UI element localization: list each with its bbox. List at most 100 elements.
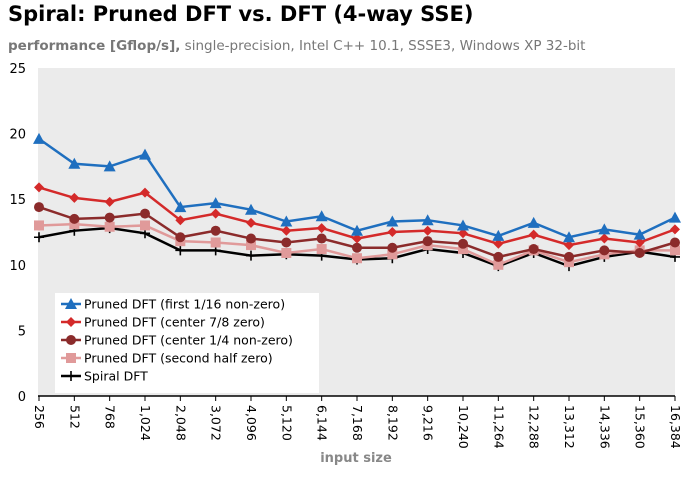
legend-marker <box>66 335 76 345</box>
data-point <box>140 187 150 198</box>
data-point <box>634 237 645 248</box>
data-point <box>104 221 115 232</box>
x-tick-label: 14,336 <box>597 405 612 449</box>
data-point <box>69 192 80 203</box>
data-point <box>34 182 44 193</box>
data-point <box>33 132 45 144</box>
data-point <box>599 233 610 244</box>
data-point <box>564 257 574 268</box>
data-point <box>351 224 363 236</box>
data-point <box>633 228 646 240</box>
data-point <box>387 242 398 253</box>
x-tick-label: 1,024 <box>138 405 153 441</box>
legend-label: Spiral DFT <box>84 369 148 384</box>
data-point <box>246 240 256 251</box>
data-point <box>246 217 256 228</box>
x-tick-label: 512 <box>67 405 82 429</box>
x-tick-label: 6,144 <box>315 405 330 441</box>
data-point <box>316 244 327 255</box>
data-point <box>352 253 362 264</box>
data-point <box>209 197 222 209</box>
legend-marker <box>65 298 77 309</box>
x-axis: 256 512 768 1,024 2,048 3,072 4,096 5,120 6,144 7… <box>32 396 683 449</box>
data-point <box>670 237 680 248</box>
y-tick-label: 15 <box>9 193 26 208</box>
data-point <box>564 240 574 251</box>
legend-label: Pruned DFT (center 7/8 zero) <box>84 315 265 330</box>
data-point <box>210 237 221 248</box>
subtitle-metric: performance [Gflop/s], <box>8 38 181 54</box>
data-point <box>104 196 115 207</box>
series-group <box>34 219 680 270</box>
x-tick-label: 10,240 <box>456 405 471 449</box>
x-tick-label: 3,072 <box>209 405 224 441</box>
data-point <box>458 238 468 249</box>
legend-label: Pruned DFT (center 1/4 non-zero) <box>84 333 293 348</box>
data-point <box>563 231 575 243</box>
y-tick-label: 0 <box>18 390 26 405</box>
data-point <box>316 233 327 244</box>
x-tick-label: 7,168 <box>350 405 365 441</box>
x-axis-label: input size <box>320 451 392 466</box>
legend-marker <box>66 317 76 327</box>
data-point <box>315 210 328 222</box>
x-tick-label: 2,048 <box>173 405 188 441</box>
data-point <box>175 232 186 243</box>
data-point <box>669 211 681 223</box>
data-point <box>246 250 256 261</box>
data-point <box>174 201 187 213</box>
data-point <box>246 233 256 244</box>
chart-subtitle: performance [Gflop/s], single-precision,… <box>8 38 585 54</box>
data-point <box>281 247 292 258</box>
data-point <box>493 238 504 249</box>
data-point <box>316 223 327 234</box>
data-point <box>386 215 399 227</box>
data-point <box>528 244 539 255</box>
y-tick-label: 25 <box>9 62 26 77</box>
data-point <box>598 223 611 235</box>
series-group <box>34 202 680 262</box>
data-point <box>245 203 257 215</box>
data-point <box>493 251 504 262</box>
y-tick-label: 10 <box>9 259 26 274</box>
data-point <box>139 148 151 160</box>
data-point <box>34 220 44 231</box>
data-point <box>599 245 610 256</box>
legend: Pruned DFT (first 1/16 non-zero) Pruned D… <box>61 297 293 384</box>
data-point <box>528 229 539 240</box>
data-point <box>69 213 80 224</box>
data-point <box>281 237 292 248</box>
data-point <box>492 229 505 241</box>
data-point <box>34 232 44 243</box>
x-tick-label: 768 <box>103 405 118 429</box>
y-tick-label: 5 <box>18 324 26 339</box>
data-point <box>422 236 433 247</box>
series-layer <box>33 132 681 272</box>
x-tick-label: 4,096 <box>244 405 259 441</box>
x-tick-label: 8,192 <box>385 405 400 441</box>
data-point <box>457 219 469 231</box>
data-point <box>352 233 362 244</box>
legend-marker <box>66 371 76 381</box>
data-point <box>104 212 115 223</box>
chart-title: Spiral: Pruned DFT vs. DFT (4-way SSE) <box>8 2 474 26</box>
data-point <box>140 220 150 231</box>
x-tick-label: 15,360 <box>633 405 648 449</box>
x-tick-label: 9,216 <box>421 405 436 441</box>
data-point <box>210 208 221 219</box>
x-tick-label: 12,288 <box>527 405 542 449</box>
x-tick-label: 13,312 <box>562 405 577 449</box>
data-point <box>422 225 433 236</box>
series-group <box>33 132 681 243</box>
data-point <box>140 208 150 219</box>
data-point <box>527 216 540 228</box>
data-point <box>68 157 81 169</box>
data-point <box>280 215 293 227</box>
subtitle-details: single-precision, Intel C++ 10.1, SSSE3,… <box>180 38 586 54</box>
x-tick-label: 256 <box>32 405 47 429</box>
data-point <box>493 259 504 270</box>
data-point <box>175 245 186 256</box>
data-point <box>387 249 398 260</box>
data-point <box>387 227 398 237</box>
